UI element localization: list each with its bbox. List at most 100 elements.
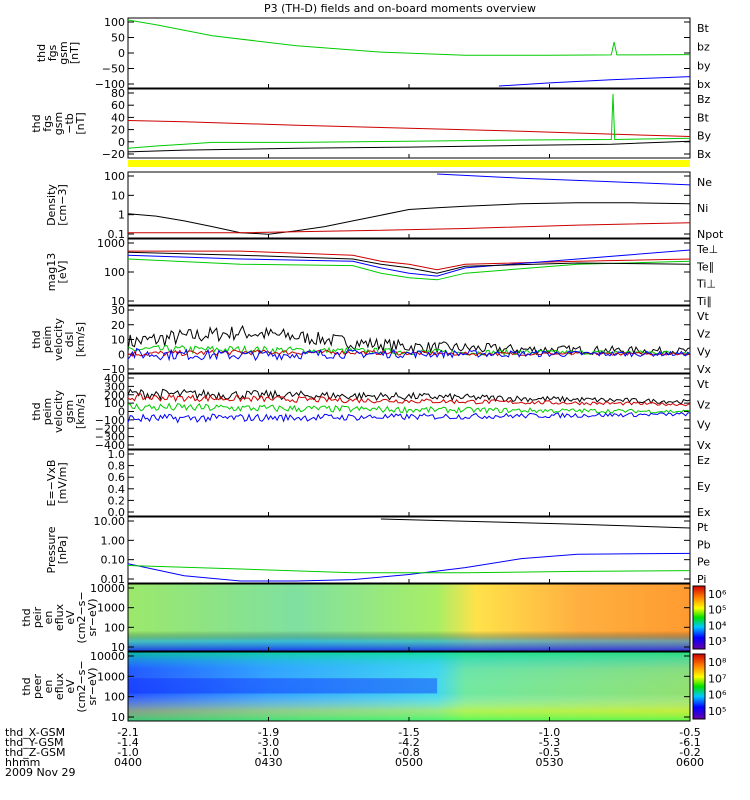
ephemeris-label: thd_Y-GSM [5, 736, 64, 749]
y-axis-label: [eV] [56, 261, 69, 284]
legend-entry: Vy [697, 345, 711, 358]
y-axis-label: [km/s] [74, 394, 87, 429]
y-axis-label: en [42, 680, 55, 694]
y-tick-label: 400 [104, 372, 125, 385]
legend-entry: Bt [697, 22, 710, 35]
ephemeris-value: -4.2 [398, 736, 419, 749]
ephemeris-value: 0500 [395, 756, 423, 769]
y-axis-label: −tb [63, 113, 76, 134]
y-tick-label: 0 [118, 47, 125, 60]
series-line-Pi [127, 552, 691, 582]
colorbar-tick: 10⁸ [708, 656, 727, 669]
y-tick-label: 80 [111, 87, 125, 100]
series-line-Vy [128, 402, 691, 414]
series-line-Vx [127, 412, 691, 424]
y-axis-label: peir [31, 606, 44, 628]
legend-entry: Vt [697, 310, 710, 323]
y-tick-label: 10 [111, 189, 125, 202]
colorbar [692, 653, 706, 720]
y-axis-label: Pressure [45, 526, 58, 573]
ephemeris-value: 0430 [255, 756, 283, 769]
ephemeris-value: -0.5 [679, 726, 700, 739]
y-tick-label: −100 [95, 78, 125, 91]
y-axis-label: fgs [46, 44, 59, 61]
y-axis-label: mag13 [45, 253, 58, 291]
y-tick-label: 300 [104, 380, 125, 393]
ephemeris-value: -1.0 [539, 726, 560, 739]
series-line-By [127, 93, 691, 149]
legend-entry: Ne [697, 176, 712, 189]
legend-entry: Te∥ [696, 260, 714, 273]
legend-entry: By [697, 130, 712, 143]
y-axis-label: gsm [52, 112, 65, 135]
legend-entry: Ni [697, 202, 708, 215]
panel-3: 100 10 1 0.1 Density[cm−3] Ne Ni Npot [45, 170, 724, 241]
legend-entry: Npot [697, 228, 724, 241]
y-tick-label: 10.00 [94, 515, 126, 528]
legend-entry: Bt [697, 111, 710, 124]
series-line-Pe [127, 565, 691, 574]
y-axis-label: en [42, 611, 55, 625]
y-axis-label: sr−eV) [86, 598, 99, 636]
y-tick-label: 0.1 [108, 228, 126, 241]
y-axis-label: thd [35, 44, 48, 62]
y-axis-label: eflux [53, 672, 66, 700]
y-axis-label: thd [30, 114, 43, 132]
ephemeris-value: -0.5 [539, 746, 560, 759]
legend-entry: Vt [697, 378, 710, 391]
ephemeris-value: -0.8 [398, 746, 419, 759]
series-line-Ti⊥ [127, 249, 691, 277]
legend-entry: Bx [697, 148, 712, 161]
colorbar-tick: 10³ [708, 635, 726, 648]
legend-entry: Ey [697, 480, 711, 493]
y-axis-label: dsl [63, 332, 76, 348]
y-tick-label: 1.00 [101, 534, 126, 547]
spectrogram-band [128, 678, 438, 694]
colorbar-tick: 10⁵ [708, 604, 726, 617]
y-tick-label: 100 [104, 170, 125, 183]
y-tick-label: −300 [95, 431, 125, 444]
y-axis-label: gsm [63, 400, 76, 423]
y-tick-label: 0.10 [101, 554, 126, 567]
ephemeris-value: -5.3 [539, 736, 560, 749]
ephemeris-value: 0530 [536, 756, 564, 769]
y-tick-label: 0.2 [108, 494, 126, 507]
y-axis-label: peim [41, 398, 54, 426]
y-tick-label: −400 [95, 439, 125, 452]
colorbar-tick: 10⁷ [708, 672, 726, 685]
legend-entry: Ex [697, 506, 711, 519]
legend-entry: Bz [697, 93, 711, 106]
y-tick-label: 0 [118, 406, 125, 419]
y-axis-label: [mV/m] [56, 462, 69, 503]
y-tick-label: 1 [118, 209, 125, 222]
y-axis-label: sr−eV) [86, 667, 99, 705]
legend-entry: Vx [697, 439, 712, 452]
y-axis-label: [nT] [68, 42, 81, 64]
colorbar [692, 585, 706, 650]
y-tick-label: −100 [95, 414, 125, 427]
y-tick-label: 100 [104, 16, 125, 29]
y-tick-label: 200 [104, 389, 125, 402]
ephemeris-value: -6.1 [679, 736, 700, 749]
y-axis-label: peim [41, 326, 54, 354]
spectrogram-overlay [128, 584, 690, 651]
spectrogram-overlay [128, 652, 690, 721]
legend-entry: Te⊥ [696, 243, 718, 256]
y-axis-label: fgs [41, 115, 54, 132]
ephemeris-value: -1.0 [117, 746, 138, 759]
series-line-Te⊥ [128, 250, 691, 271]
legend-entry: Vx [697, 363, 712, 376]
y-tick-label: 0.01 [101, 573, 126, 586]
y-tick-label: 1000 [97, 237, 125, 250]
ephemeris-value: 0600 [676, 756, 704, 769]
legend-entry: Ti⊥ [696, 278, 716, 291]
y-axis-label: (cm2−s− [75, 591, 88, 643]
y-axis-label: Density [45, 184, 58, 226]
y-tick-label: −200 [95, 422, 125, 435]
legend-entry: Ti∥ [696, 295, 712, 308]
y-tick-label: 10000 [90, 650, 125, 663]
y-axis-label: [km/s] [74, 322, 87, 357]
series-line-Vz [127, 349, 691, 357]
